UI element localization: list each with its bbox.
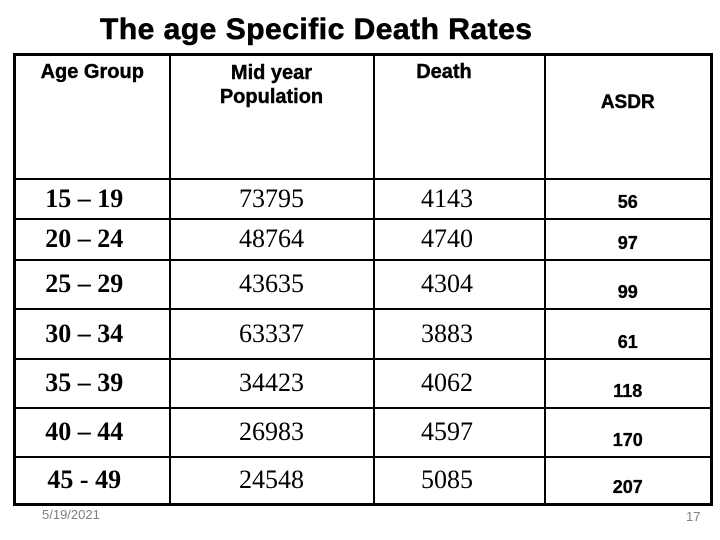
age-group-cell: 35 – 39 bbox=[13, 357, 171, 409]
population-cell: 43635 bbox=[168, 258, 375, 310]
column-header-death: Death bbox=[372, 53, 546, 180]
age-group-cell: 45 - 49 bbox=[13, 455, 171, 506]
population-cell: 63337 bbox=[168, 307, 375, 360]
table-row: 25 – 29 43635 4304 99 bbox=[13, 258, 713, 310]
population-cell: 48764 bbox=[168, 217, 375, 261]
death-cell: 4062 bbox=[372, 357, 546, 409]
death-cell: 4304 bbox=[372, 258, 546, 310]
age-group-cell: 25 – 29 bbox=[13, 258, 171, 310]
death-cell: 4597 bbox=[372, 406, 546, 458]
table-row: 35 – 39 34423 4062 118 bbox=[13, 357, 713, 409]
slide-title: The age Specific Death Rates bbox=[100, 13, 533, 47]
death-cell: 4143 bbox=[372, 177, 546, 220]
table-row: 45 - 49 24548 5085 207 bbox=[13, 455, 713, 506]
table-header-row: Age Group Mid year Population Death ASDR bbox=[13, 53, 713, 180]
asdr-cell: 99 bbox=[543, 258, 713, 310]
header-mid-year-line2: Population bbox=[219, 86, 324, 108]
death-rates-table: Age Group Mid year Population Death ASDR… bbox=[13, 53, 713, 506]
table-row: 30 – 34 63337 3883 61 bbox=[13, 307, 713, 360]
asdr-cell: 61 bbox=[543, 307, 713, 360]
footer-page-number: 17 bbox=[686, 509, 701, 524]
population-cell: 24548 bbox=[168, 455, 375, 506]
death-cell: 5085 bbox=[372, 455, 546, 506]
header-mid-year-line1: Mid year bbox=[230, 62, 313, 84]
footer-date: 5/19/2021 bbox=[42, 507, 100, 522]
death-rates-table-container: Age Group Mid year Population Death ASDR… bbox=[13, 53, 713, 506]
asdr-cell: 207 bbox=[543, 455, 713, 506]
table-row: 40 – 44 26983 4597 170 bbox=[13, 406, 713, 458]
death-cell: 3883 bbox=[372, 307, 546, 360]
age-group-cell: 15 – 19 bbox=[13, 177, 171, 220]
asdr-cell: 56 bbox=[543, 177, 713, 220]
column-header-asdr: ASDR bbox=[543, 53, 713, 180]
population-cell: 26983 bbox=[168, 406, 375, 458]
asdr-cell: 170 bbox=[543, 406, 713, 458]
column-header-mid-year-population: Mid year Population bbox=[168, 53, 375, 180]
age-group-cell: 30 – 34 bbox=[13, 307, 171, 360]
age-group-cell: 20 – 24 bbox=[13, 217, 171, 261]
asdr-cell: 97 bbox=[543, 217, 713, 261]
table-row: 15 – 19 73795 4143 56 bbox=[13, 177, 713, 220]
table-row: 20 – 24 48764 4740 97 bbox=[13, 217, 713, 261]
population-cell: 34423 bbox=[168, 357, 375, 409]
asdr-cell: 118 bbox=[543, 357, 713, 409]
death-cell: 4740 bbox=[372, 217, 546, 261]
column-header-age-group: Age Group bbox=[13, 53, 171, 180]
age-group-cell: 40 – 44 bbox=[13, 406, 171, 458]
population-cell: 73795 bbox=[168, 177, 375, 220]
